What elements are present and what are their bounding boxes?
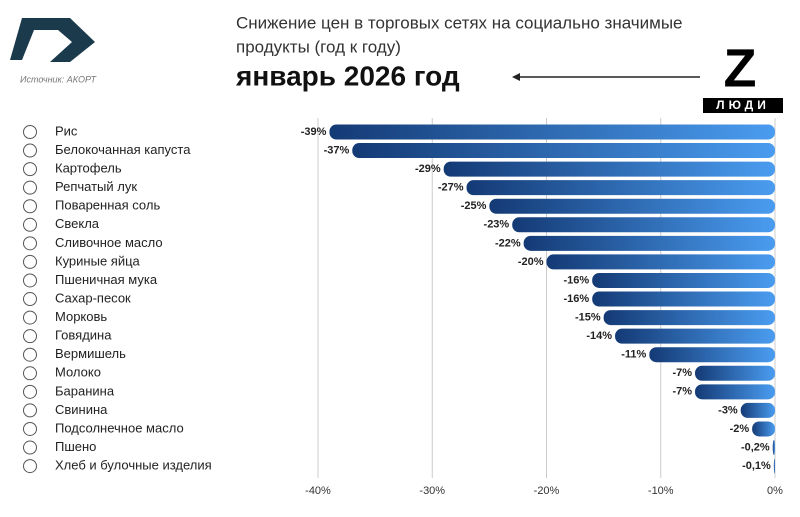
category-label: Морковь [55,309,107,324]
x-tick-label: -20% [534,485,560,497]
value-label: -39% [301,126,327,138]
value-label: -16% [564,293,590,305]
value-label: -29% [415,163,441,175]
category-icon [23,236,37,251]
x-tick-label: -40% [305,485,331,497]
value-label: -11% [621,349,646,361]
value-label: -16% [564,274,590,286]
value-label: -25% [461,200,487,212]
subtitle: январь 2026 год [235,60,460,91]
bar [649,347,775,363]
value-label: -15% [575,312,601,324]
category-label: Молоко [55,365,101,380]
category-icon [23,310,37,325]
category-label: Свекла [55,216,100,231]
category-label: Вермишель [55,346,126,361]
bar [352,143,775,159]
value-label: -27% [438,182,464,194]
arrow-head [512,73,520,81]
category-icon [23,254,37,269]
category-icon [23,440,37,455]
category-label: Рис [55,123,78,138]
category-icon [23,162,37,177]
category-label: Баранина [55,383,115,398]
category-icon [23,125,37,139]
category-icon [23,180,37,195]
value-label: -22% [495,237,521,249]
value-label: -0,1% [742,460,771,472]
logo-box [703,98,783,113]
source: Источник: АКОРТ [20,74,98,84]
bar [752,421,775,437]
title: Снижение цен в торговых сетях на социаль… [236,13,683,32]
category-icon [23,273,37,288]
title: продукты (год к году) [236,37,401,56]
value-label: -7% [672,367,692,379]
value-label: -7% [672,386,692,398]
bar [523,235,775,251]
category-icon [23,459,37,474]
bar [695,365,775,381]
category-label: Подсолнечное масло [55,420,184,435]
value-label: -14% [586,330,612,342]
logo-letter: Z [724,38,757,98]
category-icon [23,329,37,344]
value-label: -23% [484,219,510,231]
category-icon [23,292,37,307]
category-icon [23,384,37,399]
category-icon [23,199,37,214]
category-label: Пшено [55,439,96,454]
bar [466,180,775,196]
bar [603,310,775,326]
category-icon [23,143,37,158]
category-icon [23,421,37,436]
category-icon [23,366,37,381]
category-label: Куриные яйца [55,253,141,268]
category-label: Сахар-песок [55,290,131,305]
x-tick-label: -30% [419,485,445,497]
bar [695,384,775,400]
category-label: Белокочанная капуста [55,142,191,157]
category-icon [23,217,37,232]
category-label: Хлеб и булочные изделия [55,458,212,473]
bar [443,161,775,177]
bar [615,328,775,344]
bar [772,440,775,456]
category-label: Поваренная соль [55,198,160,213]
value-label: -0,2% [741,441,770,453]
logo [10,18,95,62]
value-label: -3% [718,404,738,416]
category-label: Сливочное масло [55,235,163,250]
bar [592,291,775,307]
category-label: Репчатый лук [55,179,137,194]
x-tick-label: -10% [648,485,674,497]
category-label: Говядина [55,328,112,343]
x-tick-label: 0% [767,485,783,497]
category-label: Пшеничная мука [55,272,158,287]
category-label: Картофель [55,161,122,176]
bar [512,217,775,233]
bar [773,458,775,474]
bar [592,272,775,288]
category-label: Свинина [55,402,108,417]
value-label: -20% [518,256,544,268]
category-icon [23,403,37,418]
value-label: -37% [324,144,350,156]
bar [546,254,775,270]
bar [489,198,775,214]
value-label: -2% [730,423,750,435]
logo-text: ЛЮДИ [716,98,770,112]
bar [740,402,775,418]
category-icon [23,347,37,362]
bar [329,124,775,140]
